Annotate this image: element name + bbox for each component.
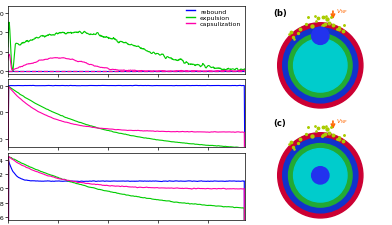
Text: $V_{\mathrm{NP}}$: $V_{\mathrm{NP}}$: [336, 7, 347, 16]
Circle shape: [283, 138, 358, 213]
Text: (c): (c): [273, 118, 286, 127]
Circle shape: [294, 39, 347, 93]
Circle shape: [283, 29, 358, 104]
Circle shape: [312, 167, 329, 184]
Legend: rebound, expulsion, capsulization: rebound, expulsion, capsulization: [185, 9, 242, 28]
Circle shape: [294, 149, 347, 202]
Circle shape: [278, 24, 363, 108]
Circle shape: [278, 133, 363, 218]
Text: $V_{\mathrm{NP}}$: $V_{\mathrm{NP}}$: [336, 117, 347, 126]
Circle shape: [312, 28, 329, 45]
Text: (b): (b): [273, 9, 287, 18]
Circle shape: [289, 144, 352, 207]
Circle shape: [289, 34, 352, 98]
